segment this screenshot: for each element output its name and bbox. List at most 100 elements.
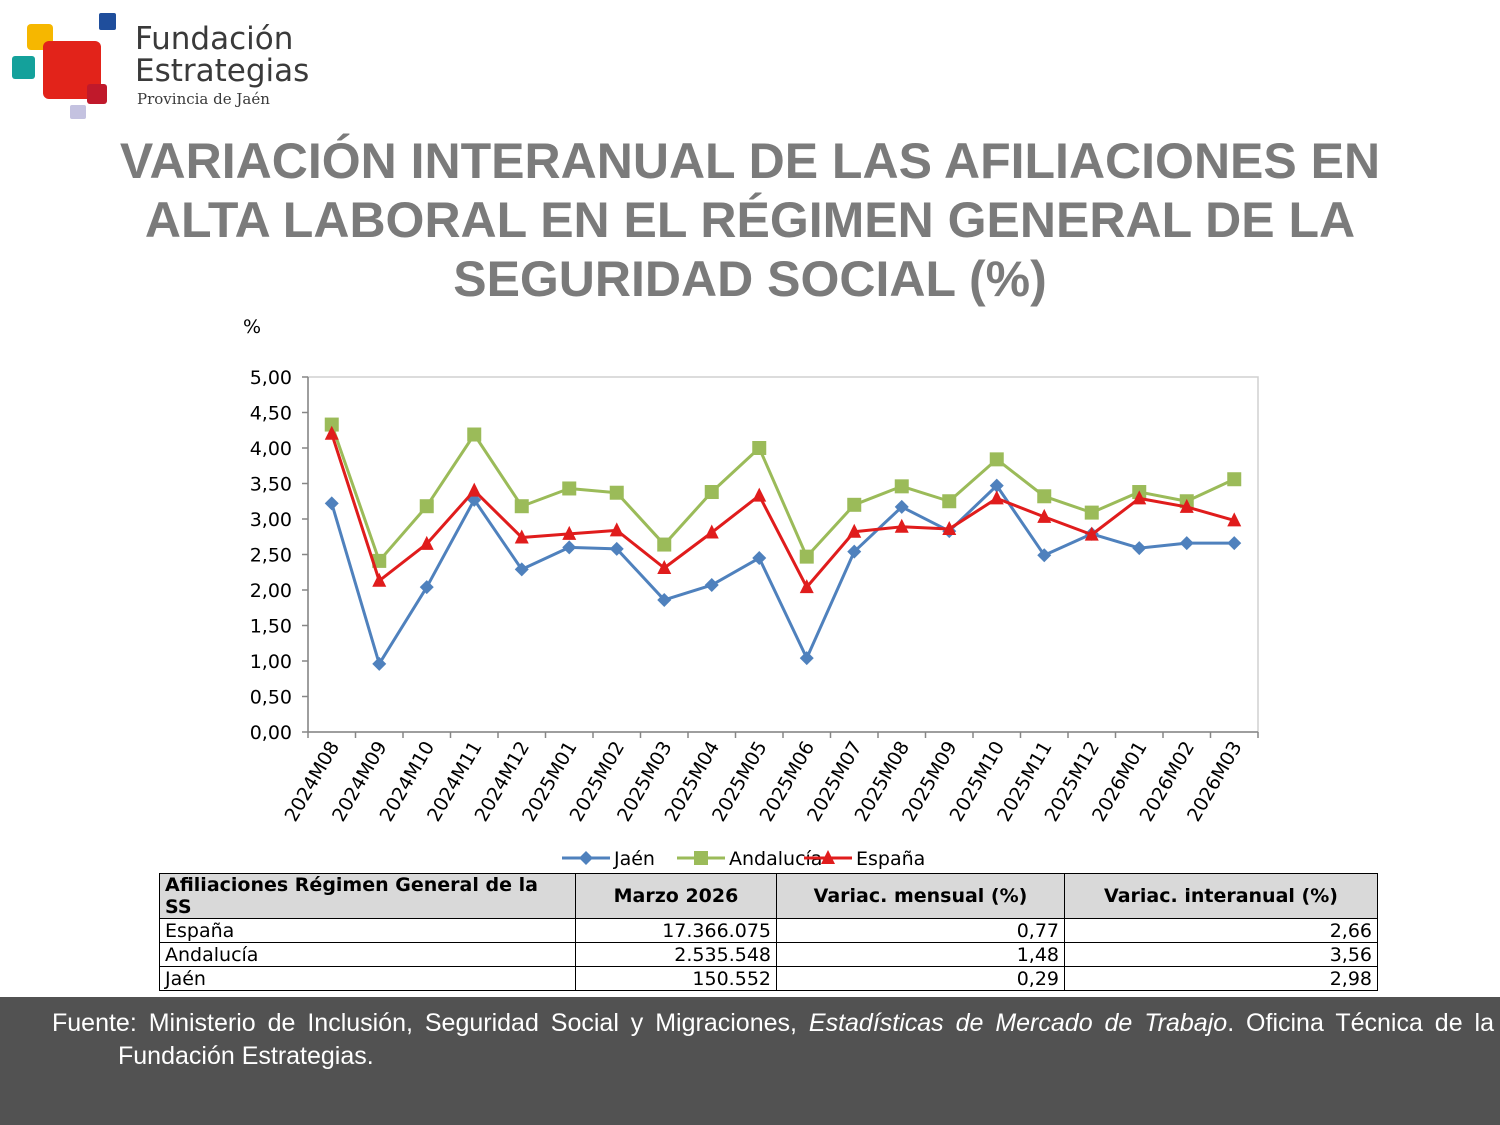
foundation-logo: Fundación Estrategias Provincia de Jaén	[10, 10, 330, 125]
data-point	[1227, 536, 1242, 551]
data-point	[419, 499, 434, 514]
plot-area	[307, 376, 1259, 733]
table-cell: 2.535.548	[575, 942, 777, 967]
data-point	[514, 562, 529, 577]
table-cell: Andalucía	[159, 942, 576, 967]
source-prefix: Fuente: Ministerio de Inclusión, Segurid…	[52, 1009, 809, 1037]
data-point	[657, 537, 672, 552]
data-point	[609, 522, 624, 537]
table-cell: 2,66	[1064, 918, 1378, 943]
legend-marker	[579, 851, 593, 865]
table-cell: 0,77	[776, 918, 1065, 943]
data-point	[942, 520, 957, 535]
y-tick-label: 5,00	[250, 367, 292, 389]
y-tick-label: 0,50	[250, 687, 292, 709]
data-point	[1084, 526, 1099, 541]
data-point	[657, 559, 672, 574]
table-cell: 0,29	[776, 966, 1065, 991]
legend-label: Andalucía	[729, 848, 822, 870]
data-point	[989, 452, 1004, 467]
logo-line-3: Provincia de Jaén	[137, 90, 270, 108]
table-header: Marzo 2026	[575, 873, 777, 919]
source-note: Fuente: Ministerio de Inclusión, Segurid…	[52, 1007, 1494, 1073]
data-point	[514, 529, 529, 544]
table-row: España 17.366.075 0,77 2,66	[159, 918, 1378, 943]
data-point	[752, 441, 767, 455]
data-point	[942, 494, 957, 509]
table-cell: 3,56	[1064, 942, 1378, 967]
y-tick-label: 3,50	[250, 474, 292, 496]
data-point	[1179, 536, 1194, 551]
legend-marker	[821, 850, 835, 864]
data-point	[419, 535, 434, 550]
y-tick-label: 2,50	[250, 545, 292, 567]
line-chart: 0,00 0,50 1,00 1,50 2,00 2,50 3,00 3,50 4,00 4,50…	[243, 316, 1259, 870]
table-row: Andalucía 2.535.548 1,48 3,56	[159, 942, 1378, 967]
table-cell: 2,98	[1064, 966, 1378, 991]
source-publication: Estadísticas de Mercado de Trabajo	[808, 1009, 1228, 1037]
data-point	[704, 578, 719, 593]
data-point	[467, 482, 482, 497]
data-point	[514, 499, 529, 514]
data-point	[894, 499, 909, 514]
y-tick-label: 3,00	[250, 509, 292, 531]
table-cell: 17.366.075	[575, 918, 777, 943]
logo-line-2: Estrategias	[135, 53, 310, 89]
data-point	[752, 551, 767, 566]
data-point	[562, 481, 577, 496]
series-line	[330, 424, 1235, 563]
data-point	[1084, 505, 1099, 520]
data-point	[467, 427, 482, 442]
data-point	[324, 496, 339, 511]
data-point	[894, 518, 909, 533]
legend-label: España	[856, 848, 925, 870]
table-cell: Jaén	[159, 966, 576, 991]
data-point	[894, 479, 909, 494]
data-point	[1132, 490, 1147, 505]
y-axis-label: %	[243, 316, 261, 338]
data-point	[324, 425, 339, 440]
table-header: Variac. mensual (%)	[776, 873, 1065, 919]
data-point	[799, 549, 814, 564]
data-point	[847, 523, 862, 538]
data-point	[1227, 472, 1242, 487]
data-point	[1227, 512, 1242, 527]
data-point	[989, 478, 1004, 493]
table-header-row: Afiliaciones Régimen General de la SS Ma…	[159, 873, 1378, 919]
data-point	[847, 544, 862, 559]
series-line	[330, 484, 1235, 666]
data-point	[372, 553, 387, 568]
data-point	[799, 651, 814, 666]
data-point	[1132, 541, 1147, 556]
legend-marker	[694, 851, 708, 865]
y-tick-label: 2,00	[250, 580, 292, 602]
table-row: Jaén 150.552 0,29 2,98	[159, 966, 1378, 991]
data-point	[657, 592, 672, 607]
data-point	[372, 572, 387, 587]
table-header: Variac. interanual (%)	[1064, 873, 1378, 919]
data-point	[419, 580, 434, 595]
data-point	[847, 497, 862, 512]
data-point	[1037, 508, 1052, 523]
data-point	[324, 417, 339, 432]
source-footer: Fuente: Ministerio de Inclusión, Segurid…	[0, 997, 1500, 1125]
y-tick-label: 0,00	[250, 722, 292, 744]
data-point	[752, 487, 767, 502]
data-point	[1037, 548, 1052, 563]
data-point	[372, 656, 387, 671]
data-point	[799, 579, 814, 594]
data-point	[609, 485, 624, 500]
y-tick-label: 4,00	[250, 438, 292, 460]
table-cell: 1,48	[776, 942, 1065, 967]
logo-squares-icon	[12, 13, 116, 119]
logo-line-1: Fundación	[135, 21, 294, 57]
table-cell: España	[159, 918, 576, 943]
data-point	[562, 525, 577, 540]
data-point	[562, 540, 577, 555]
table-cell: 150.552	[575, 966, 777, 991]
y-tick-label: 1,00	[250, 651, 292, 673]
series-line	[330, 433, 1235, 589]
table-header: Afiliaciones Régimen General de la SS	[159, 873, 576, 919]
affiliations-table: Afiliaciones Régimen General de la SS Ma…	[159, 873, 1378, 991]
page-title: VARIACIÓN INTERANUAL DE LAS AFILIACIONES…	[119, 133, 1381, 307]
